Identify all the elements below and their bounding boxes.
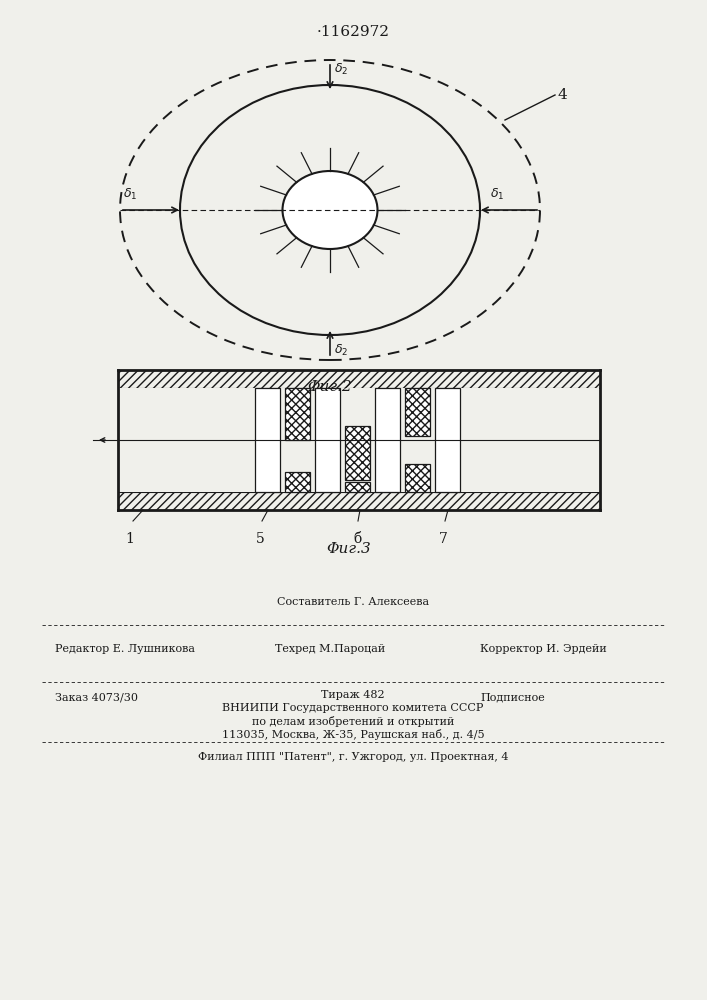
Bar: [345, 482, 370, 492]
Text: $\delta_2$: $\delta_2$: [334, 62, 349, 77]
Text: Заказ 4073/30: Заказ 4073/30: [55, 692, 138, 702]
Text: Корректор И. Эрдейи: Корректор И. Эрдейи: [480, 645, 607, 654]
Text: 1: 1: [126, 532, 134, 546]
Bar: [375, 388, 400, 492]
Text: Подписное: Подписное: [480, 692, 545, 702]
Text: Техред М.Пароцай: Техред М.Пароцай: [275, 645, 385, 654]
Bar: [119, 388, 599, 492]
Text: б: б: [353, 532, 361, 546]
Bar: [405, 464, 430, 492]
Text: Тираж 482: Тираж 482: [321, 690, 385, 700]
Text: 5: 5: [256, 532, 264, 546]
Bar: [405, 388, 430, 436]
Bar: [118, 492, 600, 510]
Text: ВНИИПИ Государственного комитета СССР: ВНИИПИ Государственного комитета СССР: [222, 703, 484, 713]
Bar: [285, 472, 310, 492]
Text: 4: 4: [558, 88, 568, 102]
Text: Составитель Г. Алексеева: Составитель Г. Алексеева: [277, 597, 429, 607]
Text: по делам изобретений и открытий: по делам изобретений и открытий: [252, 716, 454, 727]
Text: $\delta_2$: $\delta_2$: [334, 343, 349, 358]
Text: $\delta_1$: $\delta_1$: [123, 187, 137, 202]
Text: 113035, Москва, Ж-35, Раушская наб., д. 4/5: 113035, Москва, Ж-35, Раушская наб., д. …: [222, 729, 484, 740]
Bar: [255, 388, 280, 492]
Bar: [345, 426, 370, 480]
Text: Φиг.2: Φиг.2: [308, 380, 352, 394]
Text: 7: 7: [438, 532, 448, 546]
Text: Φиг.3: Φиг.3: [327, 542, 371, 556]
Text: ·1162972: ·1162972: [317, 25, 390, 39]
Text: Редактор Е. Лушникова: Редактор Е. Лушникова: [55, 645, 195, 654]
Bar: [285, 388, 310, 440]
Ellipse shape: [283, 171, 378, 249]
Bar: [315, 388, 340, 492]
Bar: [118, 370, 600, 388]
Text: Филиал ППП "Патент", г. Ужгород, ул. Проектная, 4: Филиал ППП "Патент", г. Ужгород, ул. Про…: [198, 752, 508, 762]
Bar: [435, 388, 460, 492]
Text: $\delta_1$: $\delta_1$: [490, 187, 504, 202]
